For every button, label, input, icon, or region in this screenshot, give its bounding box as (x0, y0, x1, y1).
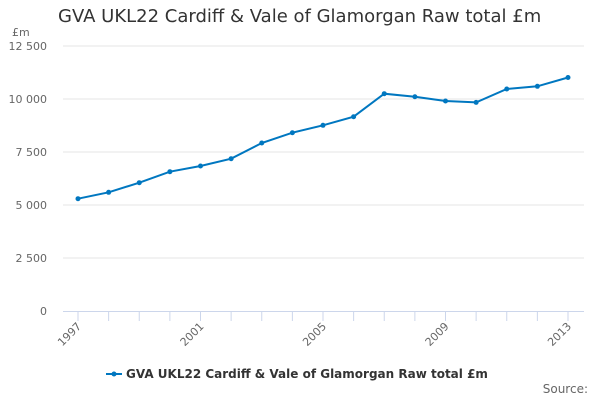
data-point (412, 94, 418, 100)
y-tick-label: 2 500 (16, 252, 48, 265)
x-tick-label: 2009 (423, 320, 452, 349)
data-point (198, 163, 203, 169)
legend-label: GVA UKL22 Cardiff & Vale of Glamorgan Ra… (126, 367, 488, 381)
data-point (259, 140, 265, 146)
x-tick-label: 1997 (55, 320, 84, 349)
data-point (534, 83, 540, 89)
data-point (381, 91, 387, 97)
data-point (228, 156, 234, 162)
series-line (77, 76, 569, 200)
source-label: Source: (542, 382, 588, 396)
data-point (473, 99, 479, 105)
y-tick-label: 5 000 (16, 199, 48, 212)
data-point (136, 180, 142, 186)
y-tick-label: 7 500 (16, 146, 48, 159)
y-tick-label: 0 (40, 305, 47, 318)
legend-marker (111, 371, 117, 377)
data-point (565, 75, 571, 81)
data-point (75, 196, 81, 202)
x-tick-label: 2005 (300, 320, 329, 349)
data-point (289, 130, 295, 136)
data-point (167, 169, 173, 175)
data-point (443, 98, 448, 104)
y-axis-label: £m (12, 26, 30, 39)
chart-title: GVA UKL22 Cardiff & Vale of Glamorgan Ra… (58, 6, 542, 27)
data-point (504, 86, 510, 92)
data-point (351, 114, 357, 120)
y-tick-label: 10 000 (9, 93, 48, 106)
data-point (320, 122, 326, 128)
data-point (106, 189, 112, 195)
x-tick-label: 2001 (178, 320, 207, 349)
y-tick-label: 12 500 (9, 40, 48, 53)
x-tick-label: 2013 (545, 320, 574, 349)
